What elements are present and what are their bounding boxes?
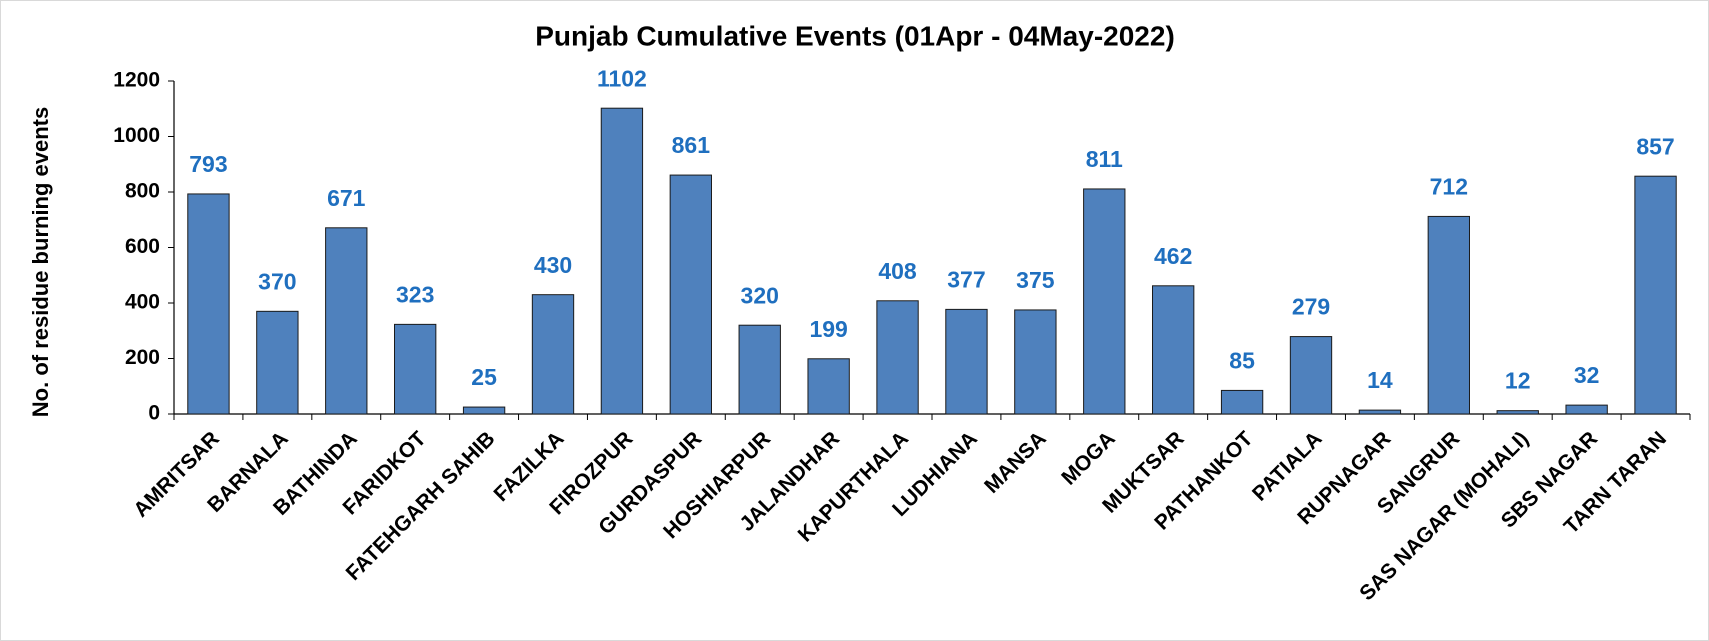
bar bbox=[1014, 309, 1057, 415]
bar bbox=[1358, 409, 1402, 415]
chart-title: Punjab Cumulative Events (01Apr - 04May-… bbox=[535, 20, 1175, 51]
data-label: 25 bbox=[471, 364, 497, 390]
data-label: 671 bbox=[327, 185, 366, 211]
bar bbox=[738, 324, 781, 415]
data-label: 32 bbox=[1574, 362, 1600, 388]
bar bbox=[1289, 336, 1333, 415]
data-label: 712 bbox=[1430, 173, 1468, 199]
data-label: 375 bbox=[1016, 267, 1055, 293]
y-tick-label: 0 bbox=[148, 402, 160, 425]
bar bbox=[462, 406, 506, 415]
bar bbox=[1634, 175, 1677, 415]
y-axis-label: No. of residue burning events bbox=[28, 107, 53, 417]
data-label: 14 bbox=[1367, 367, 1393, 393]
bar bbox=[1496, 410, 1539, 415]
y-tick-label: 400 bbox=[125, 291, 160, 314]
bar bbox=[876, 300, 919, 415]
data-label: 377 bbox=[947, 266, 985, 292]
data-label: 430 bbox=[534, 252, 572, 278]
data-label: 793 bbox=[189, 151, 227, 177]
bar bbox=[256, 310, 299, 415]
data-label: 462 bbox=[1154, 243, 1192, 269]
data-label: 408 bbox=[878, 258, 917, 284]
data-label: 199 bbox=[809, 316, 847, 342]
bar bbox=[1565, 404, 1608, 415]
data-label: 811 bbox=[1086, 146, 1123, 172]
bar bbox=[600, 107, 644, 415]
bar bbox=[187, 193, 230, 415]
y-tick-label: 800 bbox=[125, 180, 160, 203]
data-label: 861 bbox=[672, 132, 711, 158]
data-label: 85 bbox=[1229, 347, 1255, 373]
bar bbox=[807, 358, 850, 415]
bar bbox=[1152, 285, 1195, 415]
bar bbox=[1220, 389, 1264, 415]
data-label: 1102 bbox=[597, 65, 647, 91]
bar bbox=[669, 174, 712, 415]
bar bbox=[325, 227, 368, 415]
data-label: 279 bbox=[1292, 294, 1330, 320]
y-tick-label: 1200 bbox=[113, 69, 160, 92]
y-tick-label: 600 bbox=[125, 235, 160, 258]
data-label: 323 bbox=[396, 281, 434, 307]
bar bbox=[394, 323, 437, 415]
bar bbox=[1083, 188, 1126, 415]
data-label: 320 bbox=[741, 282, 779, 308]
y-tick-label: 1000 bbox=[113, 124, 160, 147]
data-label: 370 bbox=[258, 268, 296, 294]
bar bbox=[531, 294, 575, 415]
bar bbox=[945, 308, 988, 415]
y-tick-label: 200 bbox=[125, 346, 160, 369]
bar bbox=[1427, 215, 1470, 415]
data-label: 12 bbox=[1505, 368, 1531, 394]
data-label: 857 bbox=[1636, 133, 1674, 159]
